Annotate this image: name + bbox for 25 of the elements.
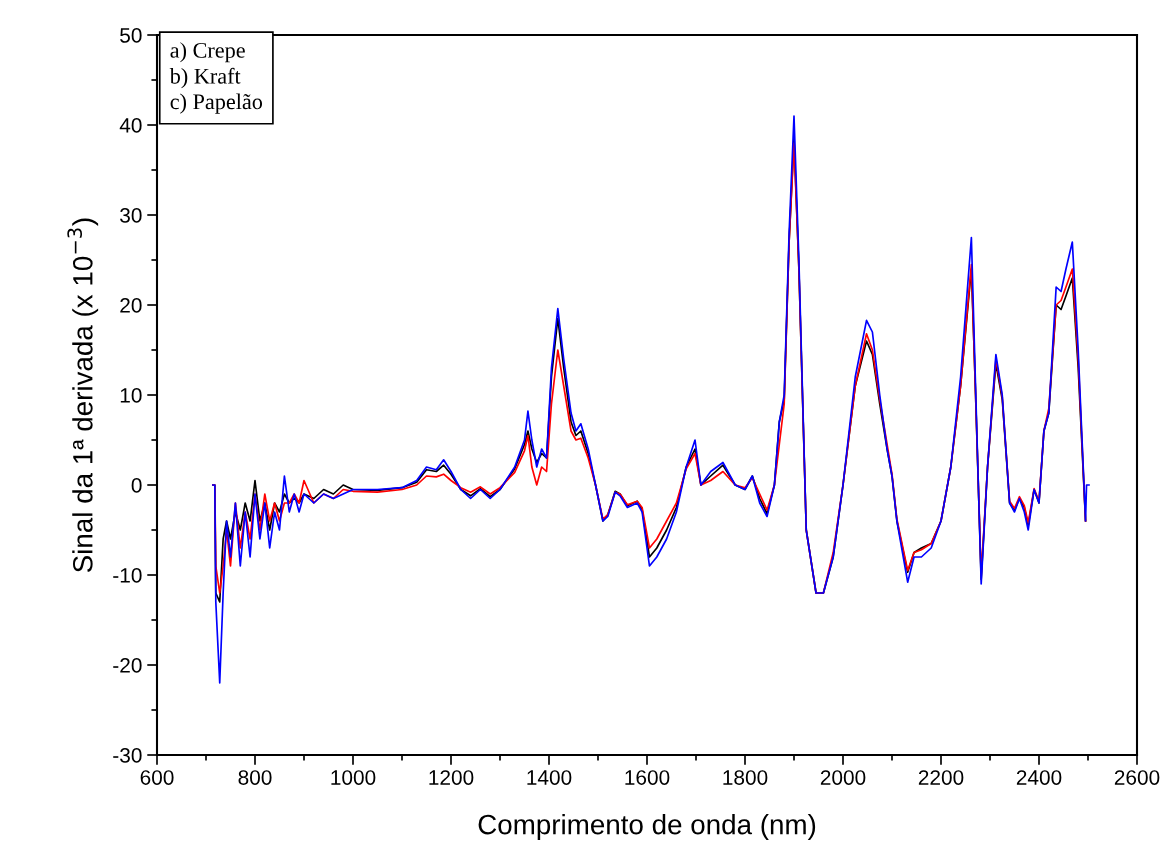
y-tick-label: 0 (131, 478, 142, 493)
y-tick-label: 10 (120, 388, 142, 403)
x-tick-label: 1800 (723, 770, 768, 785)
y-tick-label: -30 (113, 748, 142, 763)
y-tick-label: 50 (120, 28, 142, 43)
x-tick-label: 2200 (918, 770, 964, 785)
y-axis-title: Sinal da 1ª derivada (x 10$^{−3}$) (67, 218, 99, 573)
x-tick-label: 1000 (331, 770, 376, 785)
y-tick-label: 30 (120, 208, 142, 223)
x-tick-label: 600 (140, 770, 174, 785)
y-tick-label: 40 (119, 118, 142, 133)
x-axis-title: Comprimento de onda (nm) (478, 814, 816, 840)
x-tick-label: 2000 (820, 770, 866, 785)
x-tick-label: 1600 (625, 770, 670, 785)
x-tick-label: 2400 (1016, 770, 1062, 785)
annotation: a) Crepe (170, 42, 245, 63)
annotation: c) Papelão (170, 93, 263, 114)
y-tick-label: 20 (120, 298, 142, 313)
x-tick-label: 800 (238, 770, 272, 785)
x-tick-label: 2600 (1114, 770, 1160, 785)
x-tick-label: 1200 (429, 770, 474, 785)
annotation: b) Kraft (169, 67, 241, 89)
y-tick-label: -10 (113, 568, 142, 583)
x-tick-label: 1400 (527, 770, 572, 785)
y-tick-label: -20 (113, 658, 142, 673)
